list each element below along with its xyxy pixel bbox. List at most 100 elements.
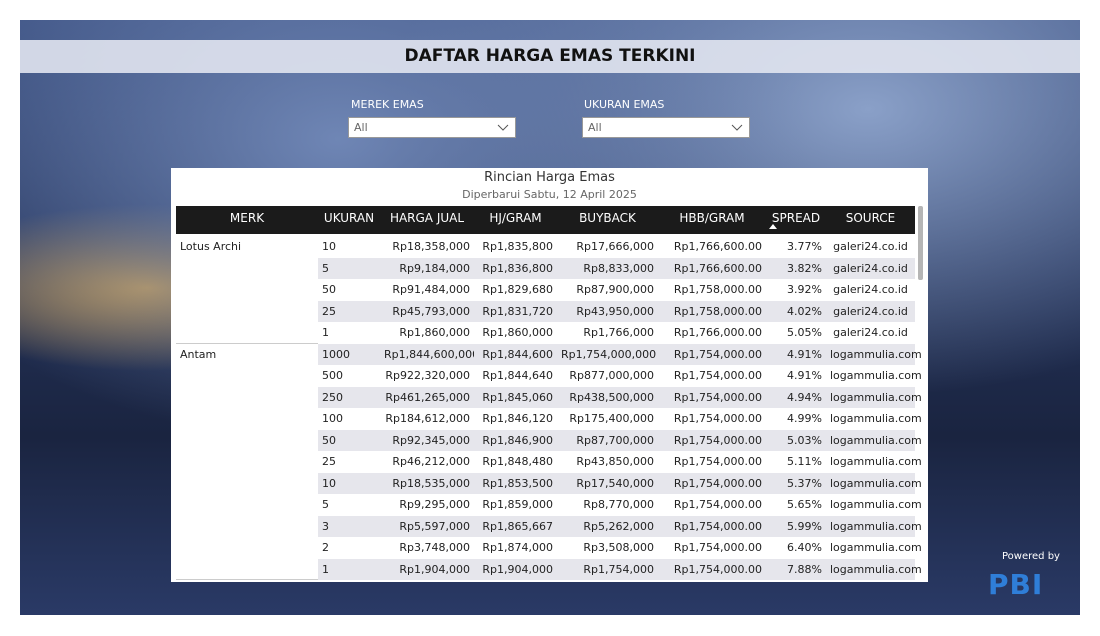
cell: Rp8,833,000 [557,257,658,279]
cell: Rp1,835,800 [474,236,557,258]
scrollbar[interactable] [918,206,923,280]
column-header: SOURCE [826,206,915,234]
cell: logammulia.com [826,429,922,451]
column-header: SPREAD [766,206,826,234]
cell: 4.91% [766,343,826,365]
cell: 250 [318,386,380,408]
cell: Rp438,500,000 [557,386,658,408]
table-title: Rincian Harga Emas [484,170,615,185]
cell: Rp1,754,000.00 [658,494,766,516]
cell: Rp45,793,000 [380,300,474,322]
cell: Rp43,950,000 [557,300,658,322]
cell: logammulia.com [826,386,922,408]
cell: 5 [318,257,380,279]
cell: 25 [318,451,380,473]
cell: Rp5,597,000 [380,515,474,537]
cell: Rp1,844,600,000 [380,343,479,365]
cell: logammulia.com [826,537,922,559]
cell: Rp1,754,000.00 [658,558,766,580]
cell: Rp92,345,000 [380,429,474,451]
cell: Rp1,754,000 [557,558,658,580]
cell: 5.11% [766,451,826,473]
cell: Rp1,754,000.00 [658,515,766,537]
cell: 4.02% [766,300,826,322]
cell: Rp1,836,800 [474,257,557,279]
column-header: HJ/GRAM [474,206,557,234]
cell: Rp9,184,000 [380,257,474,279]
cell: Rp3,508,000 [557,537,658,559]
column-header: BUYBACK [557,206,658,234]
cell: Rp3,748,000 [380,537,474,559]
cell: Rp1,844,600 [474,343,557,365]
cell: galeri24.co.id [826,236,915,258]
cell: Rp18,358,000 [380,236,474,258]
cell: Rp175,400,000 [557,408,658,430]
cell: Rp1,766,000 [557,322,658,344]
sort-icon[interactable] [769,224,777,229]
cell: Rp91,484,000 [380,279,474,301]
column-header: UKURAN [318,206,380,234]
cell: 5.99% [766,515,826,537]
chevron [497,124,509,131]
cell: 5 [318,494,380,516]
cell: logammulia.com [826,515,922,537]
cell: Rp1,754,000.00 [658,343,766,365]
cell: logammulia.com [826,472,922,494]
group-divider [176,342,318,344]
logo: PBI [988,568,1044,601]
cell: Rp9,295,000 [380,494,474,516]
cell: Rp18,535,000 [380,472,474,494]
cell: Rp8,770,000 [557,494,658,516]
cell: 100 [318,408,380,430]
cell: Rp1,766,600.00 [658,236,766,258]
cell: Rp1,754,000.00 [658,408,766,430]
cell: 25 [318,300,380,322]
cell: Rp1,904,000 [474,558,557,580]
cell: logammulia.com [826,558,922,580]
cell: 6.40% [766,537,826,559]
cell: Rp877,000,000 [557,365,658,387]
cell: Rp1,829,680 [474,279,557,301]
cell: 5.03% [766,429,826,451]
cell: Rp1,754,000.00 [658,451,766,473]
cell: 50 [318,279,380,301]
cell: 3 [318,515,380,537]
dropdown[interactable]: All [348,117,516,138]
cell: galeri24.co.id [826,279,915,301]
cell: logammulia.com [826,451,922,473]
cell: Rp1,766,000.00 [658,322,766,344]
cell: 4.91% [766,365,826,387]
cell: Rp5,262,000 [557,515,658,537]
cell: 3.82% [766,257,826,279]
dropdown[interactable]: All [582,117,750,138]
chevron [731,124,743,131]
cell: 10 [318,236,380,258]
cell: Rp1,846,900 [474,429,557,451]
title: DAFTAR HARGA EMAS TERKINI [20,40,1080,73]
cell: Rp1,758,000.00 [658,279,766,301]
cell: Rp1,754,000.00 [658,365,766,387]
cell: Rp1,754,000.00 [658,429,766,451]
cell: Rp1,859,000 [474,494,557,516]
cell: Rp43,850,000 [557,451,658,473]
cell: Rp1,865,667 [474,515,557,537]
cell: Rp1,844,640 [474,365,557,387]
table-panel: Rincian Harga Emas Diperbarui Sabtu, 12 … [171,168,928,582]
cell: Rp1,853,500 [474,472,557,494]
cell: logammulia.com [826,408,922,430]
dropdown-value: All [354,121,368,134]
report: DAFTAR HARGA EMAS TERKINI MEREK EMAS All… [20,20,1080,615]
column-header: HARGA JUAL [380,206,474,234]
cell: galeri24.co.id [826,257,915,279]
cell: 10 [318,472,380,494]
cell: Rp1,754,000.00 [658,472,766,494]
cell: 4.99% [766,408,826,430]
cell: Rp1,874,000 [474,537,557,559]
filter-label: MEREK EMAS [351,98,424,111]
group-divider [176,579,318,580]
cell: 5.65% [766,494,826,516]
cell: logammulia.com [826,343,922,365]
cell: Rp1,845,060 [474,386,557,408]
cell: 500 [318,365,380,387]
